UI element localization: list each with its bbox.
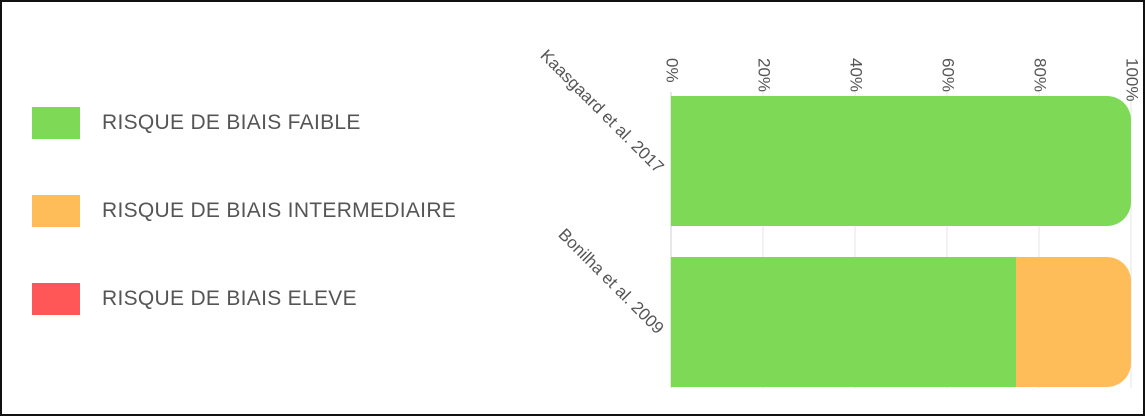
legend-item-intermediate-risk: RISQUE DE BIAIS INTERMEDIAIRE xyxy=(32,194,456,228)
x-tick-label: 60% xyxy=(939,58,958,92)
x-tick-label: 40% xyxy=(847,58,866,92)
chart-legend: RISQUE DE BIAIS FAIBLE RISQUE DE BIAIS I… xyxy=(32,2,502,414)
bar-segment-risque-de-biais-faible xyxy=(671,96,1131,226)
x-tick-label: 100% xyxy=(1123,58,1142,101)
x-tick-label: 80% xyxy=(1031,58,1050,92)
x-tick-label: 0% xyxy=(663,58,682,83)
legend-label-high-risk: RISQUE DE BIAIS ELEVE xyxy=(102,287,357,310)
bar-segment-risque-de-biais-faible xyxy=(671,257,1016,387)
legend-label-low-risk: RISQUE DE BIAIS FAIBLE xyxy=(102,111,361,134)
bar-segment-risque-de-biais-intermediaire xyxy=(1016,257,1131,387)
legend-item-low-risk: RISQUE DE BIAIS FAIBLE xyxy=(32,106,361,140)
legend-swatch-low-risk xyxy=(32,107,80,139)
legend-label-intermediate-risk: RISQUE DE BIAIS INTERMEDIAIRE xyxy=(102,199,457,222)
legend-swatch-intermediate-risk xyxy=(32,195,80,227)
legend-item-high-risk: RISQUE DE BIAIS ELEVE xyxy=(32,282,357,316)
legend-swatch-high-risk xyxy=(32,283,80,315)
category-label: Bonilha et al. 2009 xyxy=(555,225,668,338)
x-tick-label: 20% xyxy=(755,58,774,92)
category-label: Kaasgaard et al. 2017 xyxy=(537,46,668,177)
